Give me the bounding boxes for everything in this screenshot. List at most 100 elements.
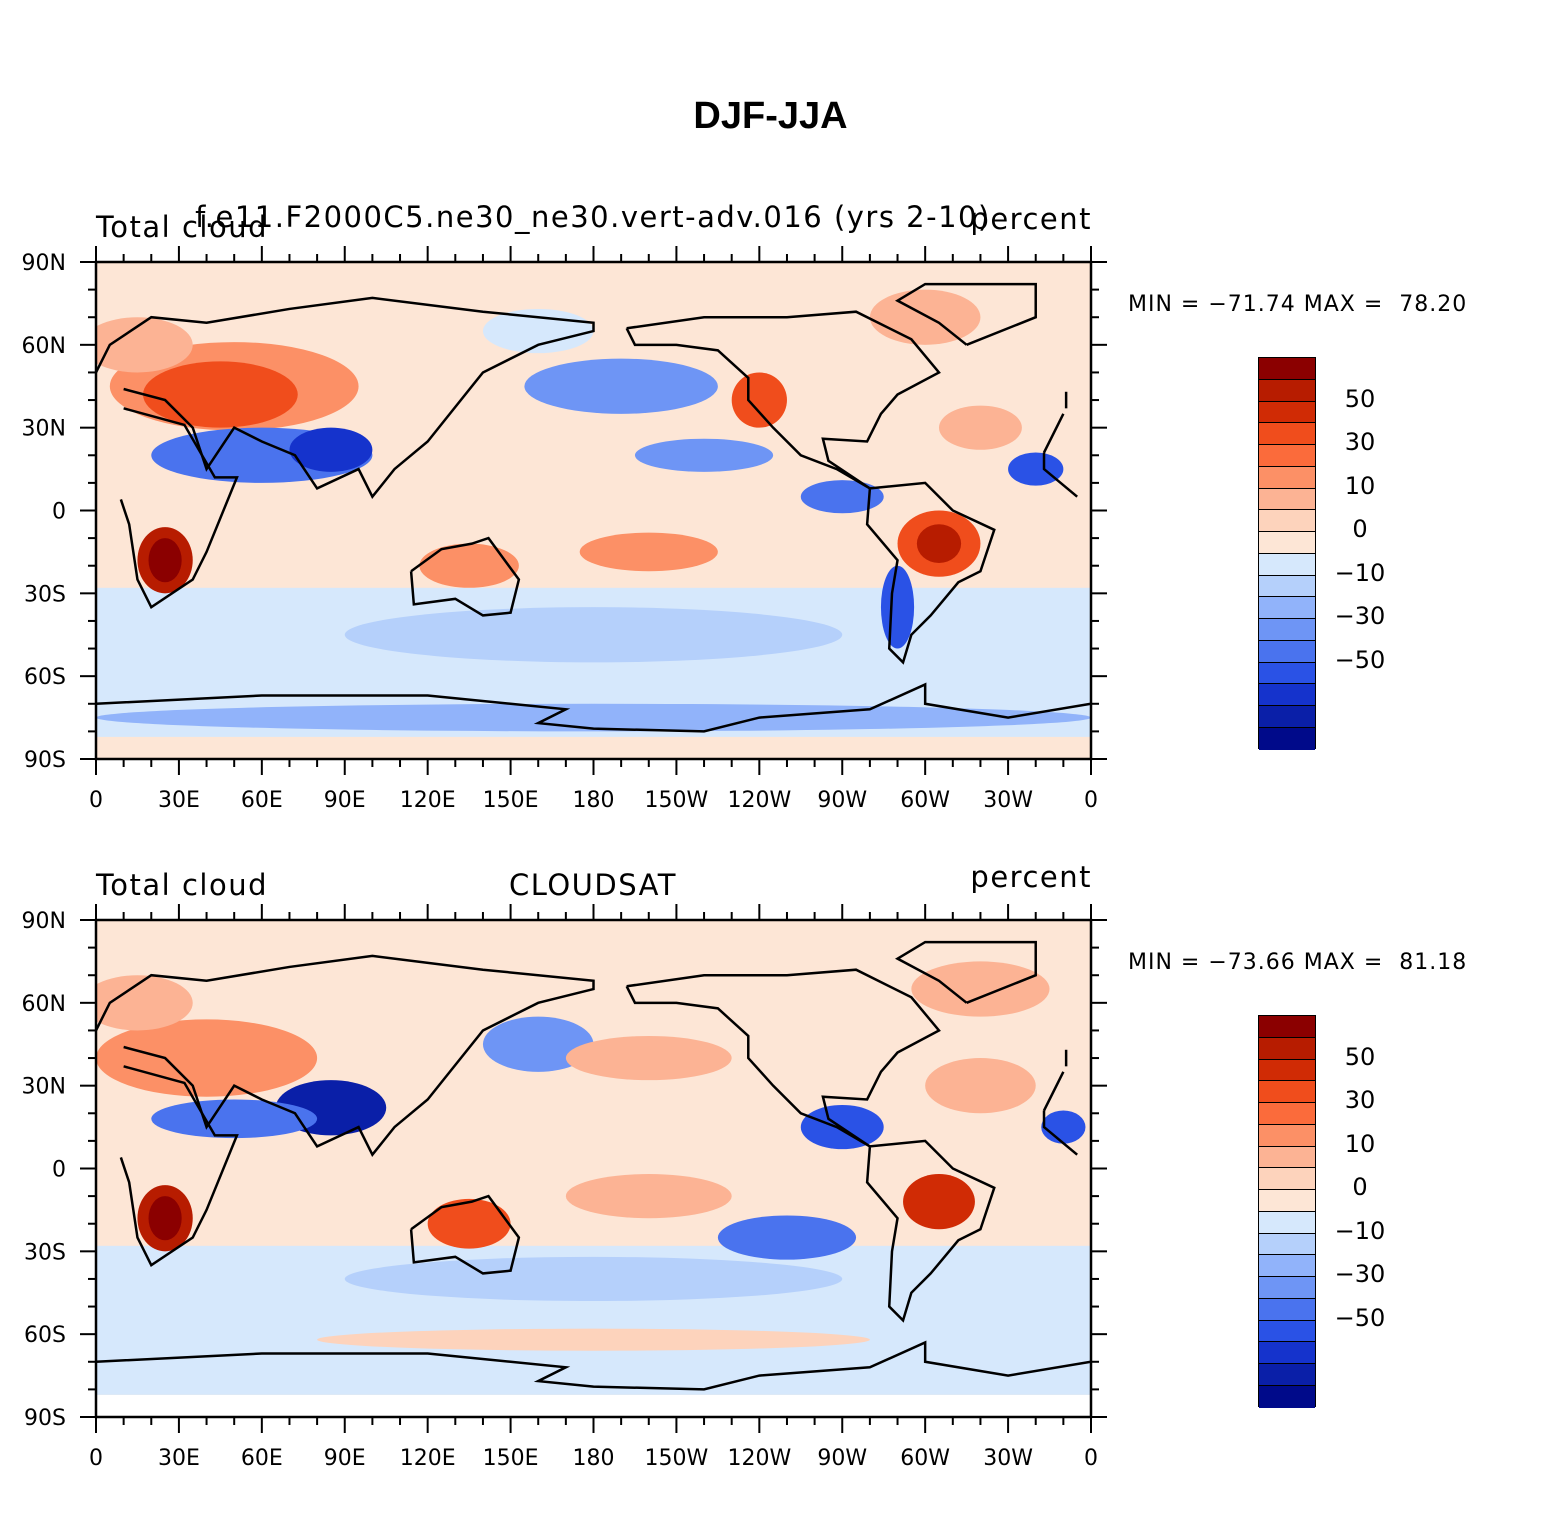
coastline [1042,452,1078,498]
coastline [1042,413,1065,454]
y-tick-label: 60N [22,992,66,1017]
panel-center-title: CLOUDSAT [508,868,677,902]
field-blob [911,961,1050,1017]
field-blob [96,1019,318,1097]
colorbar-swatch [1259,728,1315,750]
panel-left-title: Total cloud [96,868,268,902]
coastline [409,1194,521,1275]
y-tick-label: 0 [52,500,66,525]
panel-units: percent [970,202,1092,236]
colorbar-label: −30 [1334,602,1386,631]
colorbar-swatch [1259,379,1315,402]
colorbar-swatch [1259,1320,1315,1343]
colorbar-swatch [1259,1342,1315,1365]
x-tick-label: 90W [817,788,867,813]
y-tick-label: 90S [24,1406,66,1431]
colorbar-swatch [1259,1211,1315,1234]
colorbar-swatch [1259,445,1315,467]
y-tick-label: 60S [24,665,66,690]
colorbar-label: −50 [1334,1303,1386,1332]
coastline [625,968,941,1148]
field-blob [317,1328,870,1351]
field-blob [151,1099,318,1139]
colorbar-swatch [1259,1386,1315,1408]
map-panel-model: Total cloud f.e11.F2000C5.ne30_ne30.vert… [0,200,1541,860]
x-tick-label: 90W [817,1446,867,1471]
coastline [1042,1110,1078,1156]
x-tick-label: 30W [983,1446,1033,1471]
field-blob [903,1174,975,1230]
field-blob [96,317,193,373]
x-tick-label: 60W [900,788,950,813]
colorbar [1258,357,1316,750]
colorbar-swatch [1259,1124,1315,1147]
field-blob [482,308,594,354]
panel-left-title: Total cloud [96,210,268,244]
field-blob [880,565,915,649]
field-blob [96,975,193,1031]
field-blob [344,1256,843,1302]
x-tick-label: 30E [158,1446,200,1471]
colorbar-swatch [1259,684,1315,707]
field-blob [925,1058,1036,1114]
colorbar-swatch [1259,1103,1315,1125]
x-tick-label: 180 [573,1446,615,1471]
field-blob [565,1174,732,1219]
x-tick-label: 60W [900,1446,950,1471]
coastline [1042,1071,1065,1112]
field-blob [916,524,962,563]
y-tick-label: 60S [24,1323,66,1348]
colorbar-swatch [1259,423,1315,446]
coastline [894,940,1037,1004]
colorbar-label: 30 [1344,1086,1376,1115]
coastline [96,682,1091,733]
colorbar-label: 50 [1344,384,1376,413]
map-plot: 0 30E 60E 90E 120E 150E 180 150W 120W 90W 60W 30W 09… [22,246,1107,813]
field-layer [96,920,1091,1395]
colorbar-swatch [1259,1364,1315,1387]
colorbar-swatch [1259,1190,1315,1212]
field-blob [579,532,718,572]
map-plot: 0 30E 60E 90E 120E 150E 180 150W 120W 90W 60W 30W 09… [22,904,1107,1471]
y-tick-label: 30S [24,582,66,607]
colorbar-swatch [1259,466,1315,489]
field-blob [717,1215,857,1260]
colorbar-label: 10 [1344,1129,1376,1158]
colorbar-swatch [1259,1016,1315,1038]
x-tick-label: 150W [645,788,709,813]
x-tick-label: 180 [573,788,615,813]
field-layer [96,262,1091,759]
figure-title: DJF-JJA [693,95,848,137]
field-blob [524,358,718,414]
y-tick-label: 60N [22,334,66,359]
field-blob [869,289,981,345]
field-blob [938,405,1022,450]
min-max-stats: MIN = −73.66 MAX = 81.18 [1128,950,1468,975]
x-tick-label: 60E [241,788,283,813]
y-tick-label: 30N [22,1075,66,1100]
field-blob [289,427,373,472]
colorbar-swatch [1259,1037,1315,1060]
x-tick-label: 120W [727,788,791,813]
colorbar-label: 0 [1352,515,1368,544]
field-blob [96,703,1091,732]
panel-units: percent [970,860,1092,894]
colorbar-label: −10 [1334,558,1386,587]
y-tick-label: 90N [22,909,66,934]
colorbar-swatch [1259,1081,1315,1104]
colorbar-label: 30 [1344,428,1376,457]
y-tick-label: 90N [22,251,66,276]
field-blob [565,1035,732,1081]
coastline [409,536,521,617]
colorbar-swatch [1259,1146,1315,1169]
colorbar-swatch [1259,553,1315,576]
field-blob [419,543,519,588]
coastline [865,1139,996,1323]
x-tick-label: 120E [400,1446,456,1471]
x-tick-label: 120W [727,1446,791,1471]
field-blob [148,1196,182,1241]
colorbar-swatch [1259,1298,1315,1321]
field-blob [731,372,787,428]
colorbar-swatch [1259,1255,1315,1278]
